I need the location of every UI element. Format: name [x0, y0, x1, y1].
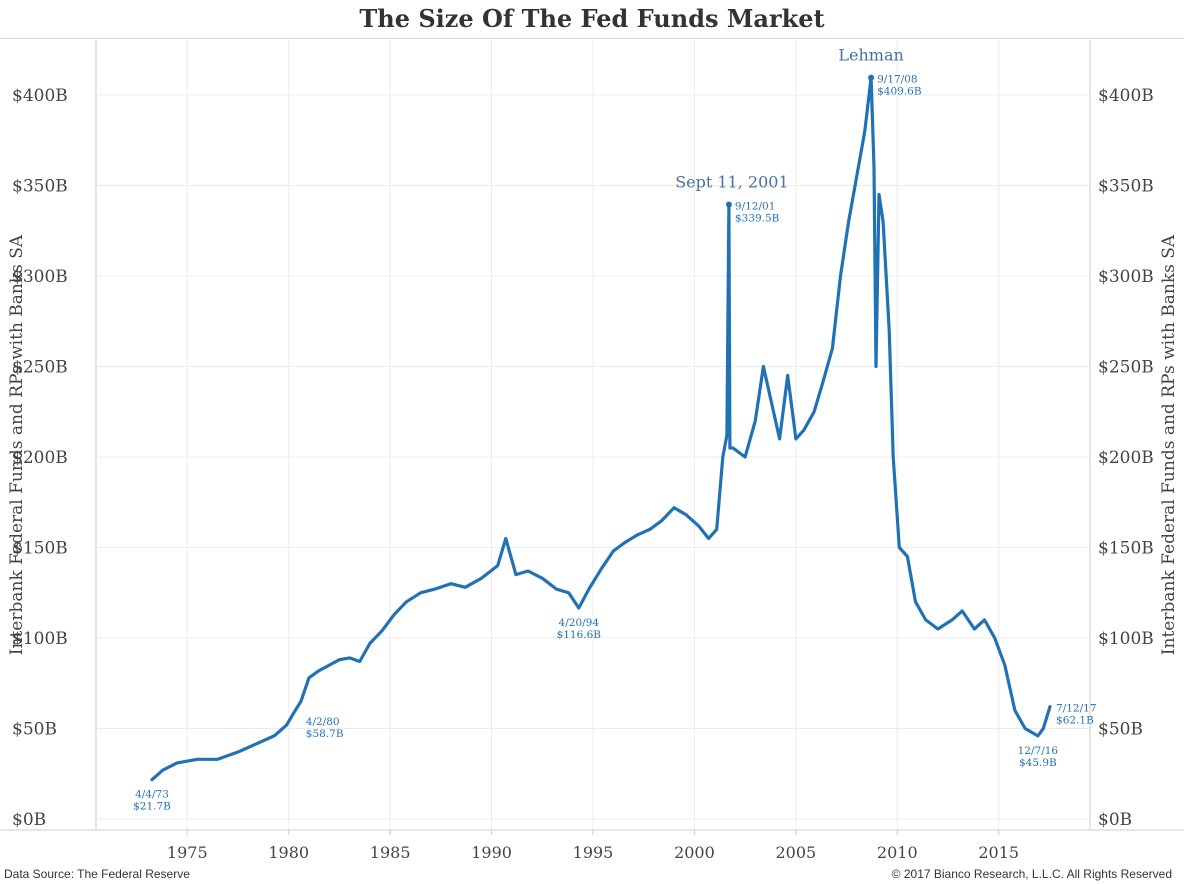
annotation-value: $62.1B — [1056, 715, 1094, 727]
copyright-note: © 2017 Bianco Research, L.L.C. All Right… — [891, 867, 1172, 881]
x-tick-label: 2010 — [877, 843, 918, 862]
annotation-date: 9/17/08 — [877, 74, 917, 86]
annotation-date: 4/2/80 — [306, 716, 340, 728]
annotation-value: $21.7B — [133, 801, 171, 813]
y-tick-label-right: $150B — [1098, 539, 1154, 559]
annotation-date: 7/12/17 — [1056, 703, 1096, 715]
x-tick-label: 1980 — [268, 843, 309, 862]
event-point — [868, 74, 875, 81]
annotation-value: $409.6B — [877, 86, 922, 98]
y-tick-label-left: $350B — [12, 177, 68, 197]
annotation-date: 4/4/73 — [135, 789, 169, 801]
y-tick-label-right: $100B — [1098, 629, 1154, 649]
chart-title: The Size Of The Fed Funds Market — [359, 4, 825, 33]
annotation-value: $45.9B — [1019, 757, 1057, 769]
y-axis-title-right: Interbank Federal Funds and RPs with Ban… — [1159, 234, 1179, 655]
y-tick-label-right: $0B — [1098, 810, 1132, 830]
y-axis-title-left: Interbank Federal Funds and RPs with Ban… — [7, 234, 27, 655]
annotation-value: $58.7B — [306, 728, 344, 740]
event-label: Lehman — [838, 46, 903, 65]
y-tick-label-right: $350B — [1098, 177, 1154, 197]
y-tick-label-left: $100B — [12, 629, 68, 649]
y-tick-label-left: $400B — [12, 86, 68, 106]
y-tick-label-left: $200B — [12, 448, 68, 468]
y-tick-label-right: $250B — [1098, 358, 1154, 378]
event-label: Sept 11, 2001 — [675, 173, 788, 192]
annotation-date: 4/20/94 — [559, 617, 600, 629]
y-tick-label-right: $400B — [1098, 86, 1154, 106]
y-tick-label-right: $50B — [1098, 720, 1143, 740]
x-tick-label: 2000 — [674, 843, 715, 862]
grid — [96, 40, 1090, 830]
title-divider — [0, 38, 1184, 39]
annotation-date: 12/7/16 — [1018, 745, 1059, 757]
y-tick-label-right: $300B — [1098, 267, 1154, 287]
y-tick-label-left: $150B — [12, 539, 68, 559]
y-tick-label-left: $0B — [12, 810, 46, 830]
annotation-value: $116.6B — [557, 629, 602, 641]
annotation-value: $339.5B — [735, 213, 780, 225]
x-tick-label: 1975 — [167, 843, 208, 862]
y-tick-label-right: $200B — [1098, 448, 1154, 468]
x-tick-label: 2015 — [978, 843, 1019, 862]
x-tick-label: 2005 — [775, 843, 816, 862]
y-tick-label-left: $250B — [12, 358, 68, 378]
y-tick-label-left: $50B — [12, 720, 57, 740]
annotations: Sept 11, 2001 Lehman 4/4/73$21.7B 4/2/80$58… — [133, 46, 1096, 813]
x-tick-label: 1995 — [573, 843, 614, 862]
series-layer — [150, 76, 1052, 782]
event-point — [725, 201, 732, 208]
series-line — [150, 76, 1052, 782]
x-tick-label: 1990 — [471, 843, 512, 862]
y-tick-label-left: $300B — [12, 267, 68, 287]
annotation-date: 9/12/01 — [735, 201, 775, 213]
axes: $0B $0B $50B $50B $100B $100B $150B $150B $200B $… — [0, 40, 1184, 862]
x-tick-label: 1985 — [370, 843, 411, 862]
data-source-note: Data Source: The Federal Reserve — [4, 867, 190, 881]
